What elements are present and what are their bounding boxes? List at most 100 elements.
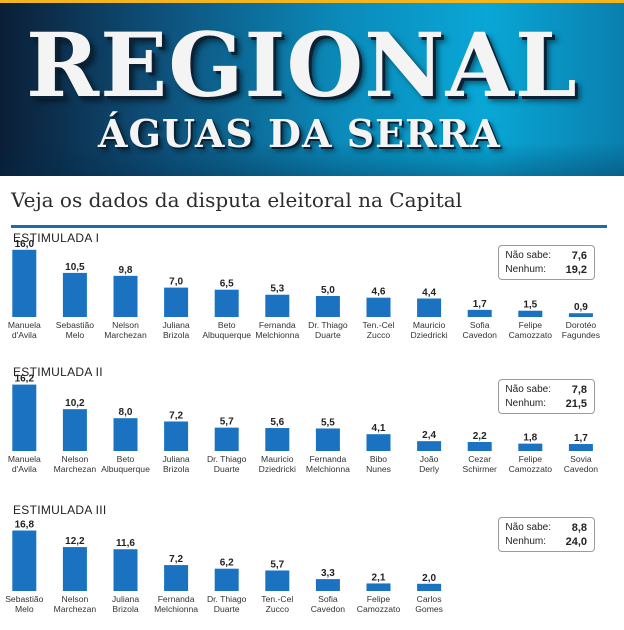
chart-legend-box: Não sabe: 8,8 Nenhum: 24,0 bbox=[498, 517, 595, 552]
chart-legend-box: Não sabe: 7,6 Nenhum: 19,2 bbox=[498, 245, 595, 280]
chart-panel-estimulada-2: ESTIMULADA II 16,2 Manuela d'Avila 10,2 Nels… bbox=[8, 365, 607, 483]
category-label: Fernanda bbox=[259, 320, 296, 330]
bar-dr-thiago-duarte bbox=[315, 296, 340, 317]
category-label: Sebastião bbox=[56, 320, 94, 330]
bar-value-label: 16,0 bbox=[15, 239, 35, 250]
category-label: Derly bbox=[419, 464, 440, 474]
category-label: Dziedricki bbox=[259, 464, 296, 474]
bar-beto-albuquerque bbox=[113, 418, 138, 451]
category-label: Albuquerque bbox=[202, 330, 251, 340]
bar-manuela-d-avila bbox=[12, 384, 37, 451]
headline-rule bbox=[11, 225, 607, 228]
bar-cezar-schirmer bbox=[467, 441, 492, 451]
legend-row-nao-sabe: Não sabe: 7,8 bbox=[505, 383, 587, 397]
bar-doroteo-fagundes bbox=[568, 313, 593, 317]
category-label: Marchezan bbox=[54, 604, 97, 614]
legend-value: 19,2 bbox=[565, 264, 587, 276]
category-label: Dr. Thiago bbox=[207, 594, 247, 604]
category-label: Fernanda bbox=[158, 594, 195, 604]
category-label: Melo bbox=[66, 330, 85, 340]
bar-value-label: 7,2 bbox=[169, 554, 183, 565]
category-label: Duarte bbox=[214, 464, 240, 474]
category-label: Beto bbox=[218, 320, 236, 330]
category-label: Zucco bbox=[266, 604, 290, 614]
bar-value-label: 2,2 bbox=[473, 431, 487, 442]
legend-label: Nenhum: bbox=[505, 264, 546, 275]
category-label: Bibo bbox=[370, 454, 387, 464]
legend-label: Nenhum: bbox=[505, 398, 546, 409]
bar-value-label: 1,8 bbox=[523, 433, 537, 444]
bar-value-label: 3,3 bbox=[321, 568, 335, 579]
category-label: Gomes bbox=[415, 604, 443, 614]
bar-fernanda-melchionna bbox=[265, 294, 290, 317]
legend-row-nenhum: Nenhum: 21,5 bbox=[505, 397, 587, 411]
category-label: Fernanda bbox=[310, 454, 347, 464]
bar-ten-cel-zucco bbox=[366, 297, 391, 317]
category-label: Nelson bbox=[62, 454, 89, 464]
category-label: Melchionna bbox=[154, 604, 198, 614]
bar-value-label: 4,6 bbox=[372, 287, 386, 298]
category-label: Felipe bbox=[367, 594, 391, 604]
category-label: Duarte bbox=[315, 330, 341, 340]
bar-value-label: 5,7 bbox=[220, 417, 234, 428]
legend-value: 8,8 bbox=[571, 522, 587, 534]
category-label: Mauricio bbox=[413, 320, 446, 330]
bar-value-label: 6,2 bbox=[220, 558, 234, 569]
category-label: Sebastião bbox=[5, 594, 43, 604]
brand-subtitle: ÁGUAS DA SERRA bbox=[98, 111, 501, 156]
category-label: João bbox=[420, 454, 439, 464]
category-label: Juliana bbox=[162, 454, 189, 464]
category-label: Juliana bbox=[162, 320, 189, 330]
category-label: Nelson bbox=[62, 594, 89, 604]
bar-value-label: 5,6 bbox=[270, 417, 284, 428]
bar-sofia-cavedon bbox=[467, 309, 492, 317]
category-label: Cavedon bbox=[462, 330, 497, 340]
chart-legend-box: Não sabe: 7,8 Nenhum: 21,5 bbox=[498, 379, 595, 414]
chart-panel-estimulada-3: ESTIMULADA III 16,8 Sebastião Melo 12,2 Nels… bbox=[5, 503, 607, 623]
category-label: Sovia bbox=[570, 454, 592, 464]
bar-bibo-nunes bbox=[366, 434, 391, 451]
category-label: Albuquerque bbox=[101, 464, 150, 474]
bar-ten-cel-zucco bbox=[265, 570, 290, 591]
bar-juliana-brizola bbox=[164, 287, 189, 317]
legend-label: Nenhum: bbox=[505, 536, 546, 547]
category-label: Camozzato bbox=[357, 604, 401, 614]
category-label: Brizola bbox=[163, 330, 189, 340]
bar-value-label: 16,2 bbox=[15, 374, 35, 385]
bar-value-label: 12,2 bbox=[65, 536, 85, 547]
legend-value: 7,8 bbox=[571, 384, 587, 396]
bar-nelson-marchezan bbox=[62, 409, 87, 451]
header-banner: REGIONAL ÁGUAS DA SERRA bbox=[0, 0, 624, 176]
bar-manuela-d-avila bbox=[12, 249, 37, 317]
category-label: Marchezan bbox=[104, 330, 147, 340]
legend-value: 24,0 bbox=[565, 536, 587, 548]
category-label: Felipe bbox=[519, 320, 543, 330]
category-label: Camozzato bbox=[509, 464, 553, 474]
bar-juliana-brizola bbox=[113, 549, 138, 591]
category-label: Ten.-Cel bbox=[261, 594, 293, 604]
chart-panel-estimulada-1: ESTIMULADA I 16,0 Manuela d'Avila 10,5 Sebas… bbox=[8, 231, 607, 349]
bar-sebastiao-melo bbox=[12, 530, 37, 591]
category-label: Zucco bbox=[367, 330, 391, 340]
category-label: Carlos bbox=[417, 594, 442, 604]
bar-value-label: 5,0 bbox=[321, 285, 335, 296]
brand-logo: REGIONAL bbox=[26, 13, 578, 117]
bar-carlos-gomes bbox=[417, 583, 442, 591]
bar-value-label: 2,1 bbox=[372, 572, 386, 583]
category-label: Dziedricki bbox=[410, 330, 447, 340]
category-label: Manuela bbox=[8, 454, 41, 464]
bar-nelson-marchezan bbox=[62, 547, 87, 591]
bar-beto-albuquerque bbox=[214, 289, 239, 317]
category-label: d'Avila bbox=[12, 464, 37, 474]
bar-joao-derly bbox=[417, 441, 442, 451]
category-label: Dorotéo bbox=[566, 320, 597, 330]
category-label: Cavedon bbox=[311, 604, 346, 614]
bar-value-label: 2,0 bbox=[422, 573, 436, 584]
legend-row-nenhum: Nenhum: 19,2 bbox=[505, 263, 587, 277]
category-label: Cavedon bbox=[564, 464, 599, 474]
bar-value-label: 7,2 bbox=[169, 410, 183, 421]
category-label: Dr. Thiago bbox=[207, 454, 247, 464]
category-label: Brizola bbox=[112, 604, 138, 614]
